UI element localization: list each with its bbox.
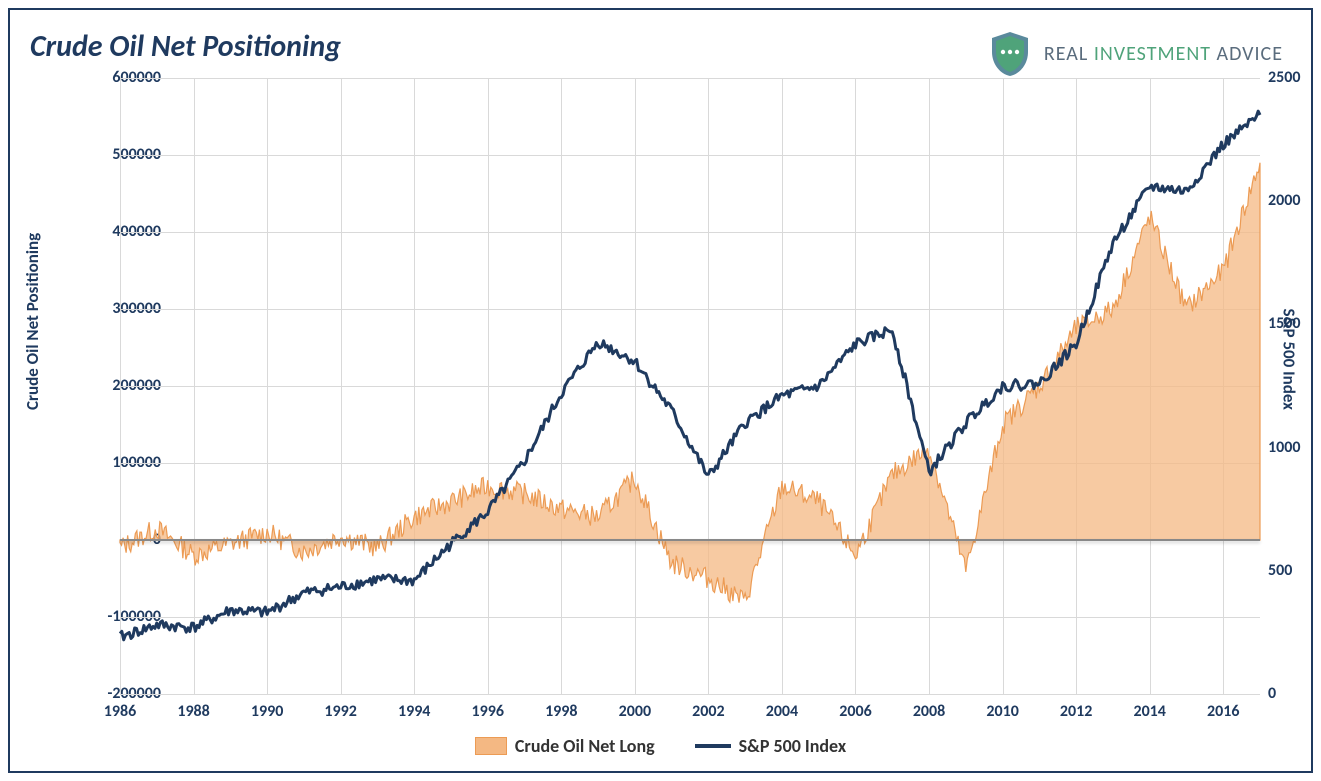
x-tick: 2012 [1056, 702, 1096, 721]
x-tick: 1992 [321, 702, 361, 721]
brand-text: REAL INVESTMENT ADVICE [1044, 42, 1283, 66]
shield-icon [986, 30, 1034, 78]
x-tick: 1986 [100, 702, 140, 721]
x-tick: 2002 [688, 702, 728, 721]
y-right-tick: 1000 [1268, 438, 1321, 457]
chart-frame: Crude Oil Net Positioning REAL INVESTMEN… [8, 8, 1313, 773]
y-right-tick: 2000 [1268, 191, 1321, 210]
x-tick: 1996 [468, 702, 508, 721]
brand-logo: REAL INVESTMENT ADVICE [986, 30, 1283, 78]
x-tick: 2008 [909, 702, 949, 721]
x-tick: 2016 [1203, 702, 1243, 721]
x-tick: 1994 [394, 702, 434, 721]
y-axis-left-label: Crude Oil Net Positioning [22, 233, 43, 410]
legend-swatch-line [695, 744, 731, 748]
y-right-tick: 0 [1268, 684, 1321, 703]
zero-line [120, 539, 1260, 541]
legend-swatch-area [475, 737, 507, 755]
legend: Crude Oil Net Long S&P 500 Index [10, 735, 1311, 757]
y-right-tick: 2500 [1268, 68, 1321, 87]
legend-label-line: S&P 500 Index [739, 735, 846, 757]
legend-item-line: S&P 500 Index [695, 735, 846, 757]
x-tick: 2010 [983, 702, 1023, 721]
area-series-crude-oil [120, 163, 1260, 603]
y-right-tick: 500 [1268, 561, 1321, 580]
legend-item-area: Crude Oil Net Long [475, 735, 655, 757]
x-tick: 2004 [762, 702, 802, 721]
x-tick: 1990 [247, 702, 287, 721]
x-tick: 1998 [541, 702, 581, 721]
chart-title: Crude Oil Net Positioning [30, 28, 341, 65]
x-tick: 1988 [174, 702, 214, 721]
x-tick: 2000 [615, 702, 655, 721]
y-right-tick: 1500 [1268, 314, 1321, 333]
chart-svg [120, 78, 1260, 694]
x-tick: 2006 [835, 702, 875, 721]
x-tick: 2014 [1130, 702, 1170, 721]
plot-area [120, 78, 1260, 694]
legend-label-area: Crude Oil Net Long [515, 735, 655, 757]
